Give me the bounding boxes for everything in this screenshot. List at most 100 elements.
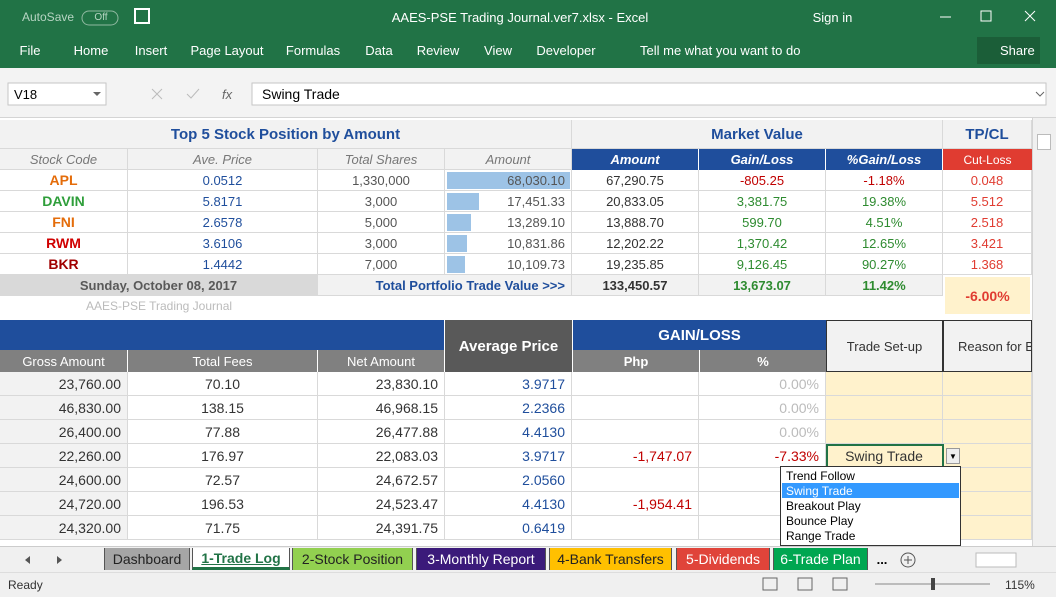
cell[interactable] bbox=[943, 396, 1032, 420]
cell: 4.4130 bbox=[445, 420, 572, 444]
ribbon-tab[interactable]: Insert bbox=[134, 42, 168, 58]
column-header: Gain/Loss bbox=[699, 149, 826, 170]
trade-setup[interactable] bbox=[826, 396, 943, 420]
tab-scroll[interactable] bbox=[25, 556, 62, 564]
close-icon[interactable] bbox=[1024, 10, 1036, 22]
ave-price: 0.0512 bbox=[128, 170, 318, 191]
sheet-tab[interactable]: 4-Bank Transfers bbox=[549, 548, 672, 570]
save-icon[interactable] bbox=[134, 8, 150, 24]
window-title: AAES-PSE Trading Journal.ver7.xlsx - Exc… bbox=[391, 9, 649, 25]
add-sheet-plus[interactable] bbox=[904, 556, 912, 564]
ribbon-tab[interactable]: File bbox=[19, 42, 41, 58]
add-sheet[interactable] bbox=[900, 552, 916, 568]
dropdown-item[interactable]: Swing Trade bbox=[782, 483, 959, 498]
cell: 0.6419 bbox=[445, 516, 572, 540]
cell: 22,260.00 bbox=[0, 444, 128, 468]
total-shares: 3,000 bbox=[318, 191, 445, 212]
maximize-icon[interactable] bbox=[980, 10, 992, 22]
autosave-toggle[interactable] bbox=[81, 10, 119, 26]
cell bbox=[572, 420, 699, 444]
fx-button[interactable]: fx bbox=[222, 86, 233, 102]
column-header: Amount bbox=[572, 149, 699, 170]
gain-loss: 9,126.45 bbox=[699, 254, 826, 275]
column-header: Ave. Price bbox=[128, 149, 318, 170]
ribbon-tab[interactable]: Home bbox=[73, 42, 109, 58]
sheet-tab[interactable]: 2-Stock Position bbox=[292, 548, 413, 570]
name-box-value[interactable]: V18 bbox=[14, 86, 38, 102]
share-label[interactable]: Share bbox=[1000, 42, 1035, 58]
cell: -1,954.41 bbox=[572, 492, 699, 516]
gain-loss: 1,370.42 bbox=[699, 233, 826, 254]
cancel-icon[interactable] bbox=[151, 88, 163, 100]
column-header: % bbox=[699, 350, 826, 372]
cut-loss: 0.048 bbox=[943, 170, 1032, 191]
cut-loss: 1.368 bbox=[943, 254, 1032, 275]
column-header: Average Price bbox=[445, 320, 572, 372]
cell bbox=[572, 372, 699, 396]
trade-setup[interactable] bbox=[826, 372, 943, 396]
data-bar bbox=[447, 172, 570, 189]
tell-me-search[interactable]: Tell me what you want to do bbox=[640, 42, 801, 58]
sign-in[interactable]: Sign in bbox=[812, 9, 853, 25]
gain-loss: 599.70 bbox=[699, 212, 826, 233]
cell: 46,830.00 bbox=[0, 396, 128, 420]
formula-expand[interactable] bbox=[1035, 91, 1045, 97]
zoom-level[interactable]: 115% bbox=[1005, 578, 1035, 592]
cut-loss: 2.518 bbox=[943, 212, 1032, 233]
normal-view[interactable] bbox=[762, 577, 778, 591]
formula-input[interactable] bbox=[251, 82, 1047, 106]
section-title: Market Value bbox=[572, 120, 943, 149]
h-scroll-thumb[interactable] bbox=[975, 552, 1017, 568]
cell: 3.9717 bbox=[445, 444, 572, 468]
share-button[interactable] bbox=[977, 37, 1040, 64]
ribbon-tab[interactable]: Review bbox=[416, 42, 460, 58]
cell: 4.4130 bbox=[445, 492, 572, 516]
total-shares: 1,330,000 bbox=[318, 170, 445, 191]
column-header: GAIN/LOSS bbox=[572, 320, 826, 350]
column-header: Amount bbox=[445, 149, 572, 170]
autosave-state[interactable]: Off bbox=[94, 11, 108, 23]
scroll-thumb[interactable] bbox=[1037, 134, 1051, 150]
formula-content[interactable]: Swing Trade bbox=[262, 86, 340, 102]
dropdown-button[interactable]: ▼ bbox=[946, 448, 960, 464]
cell: 0.00% bbox=[699, 396, 826, 420]
gain-loss-pct: -1.18% bbox=[826, 170, 943, 191]
zoom-thumb[interactable] bbox=[931, 578, 935, 590]
column-header: Reason for B bbox=[943, 320, 1032, 372]
cell[interactable] bbox=[943, 372, 1032, 396]
market-amount: 67,290.75 bbox=[572, 170, 699, 191]
page-layout-view[interactable] bbox=[797, 577, 813, 591]
sheet-tab[interactable]: 5-Dividends bbox=[676, 548, 770, 570]
dropdown-item[interactable]: Range Trade bbox=[786, 528, 856, 543]
stock-code: BKR bbox=[0, 254, 128, 275]
enter-icon[interactable] bbox=[186, 88, 200, 99]
ribbon-tab[interactable]: Page Layout bbox=[190, 42, 264, 58]
name-box[interactable] bbox=[7, 82, 107, 106]
ribbon-tab[interactable]: Data bbox=[365, 42, 393, 58]
total-shares: 7,000 bbox=[318, 254, 445, 275]
page-break-view[interactable] bbox=[832, 577, 848, 591]
ribbon-tab[interactable]: View bbox=[484, 42, 512, 58]
column-header: Total Shares bbox=[318, 149, 445, 170]
total-pct: 11.42% bbox=[826, 275, 943, 296]
cell: 22,083.03 bbox=[318, 444, 445, 468]
sheet-tab[interactable]: 3-Monthly Report bbox=[416, 548, 546, 570]
dropdown-item[interactable]: Breakout Play bbox=[786, 498, 861, 513]
cell: 77.88 bbox=[128, 420, 318, 444]
section-title: TP/CL bbox=[943, 120, 1032, 149]
dropdown-item[interactable]: Bounce Play bbox=[786, 513, 854, 528]
sheet-tab[interactable]: 6-Trade Plan bbox=[773, 548, 868, 570]
name-box-arrow[interactable] bbox=[93, 92, 101, 96]
vertical-scrollbar[interactable] bbox=[1032, 118, 1056, 546]
ave-price: 3.6106 bbox=[128, 233, 318, 254]
sheet-tab[interactable]: Dashboard bbox=[104, 548, 190, 570]
total-amount: 133,450.57 bbox=[572, 275, 699, 296]
ribbon-tab[interactable]: Developer bbox=[536, 42, 596, 58]
cell[interactable] bbox=[943, 420, 1032, 444]
ribbon-tab[interactable]: Formulas bbox=[285, 42, 341, 58]
more-tabs[interactable]: ... bbox=[876, 551, 888, 567]
sheet-tab[interactable]: 1-Trade Log bbox=[192, 548, 290, 570]
trade-setup[interactable]: Swing Trade bbox=[826, 444, 943, 468]
trade-setup[interactable] bbox=[826, 420, 943, 444]
dropdown-item[interactable]: Trend Follow bbox=[786, 468, 855, 483]
